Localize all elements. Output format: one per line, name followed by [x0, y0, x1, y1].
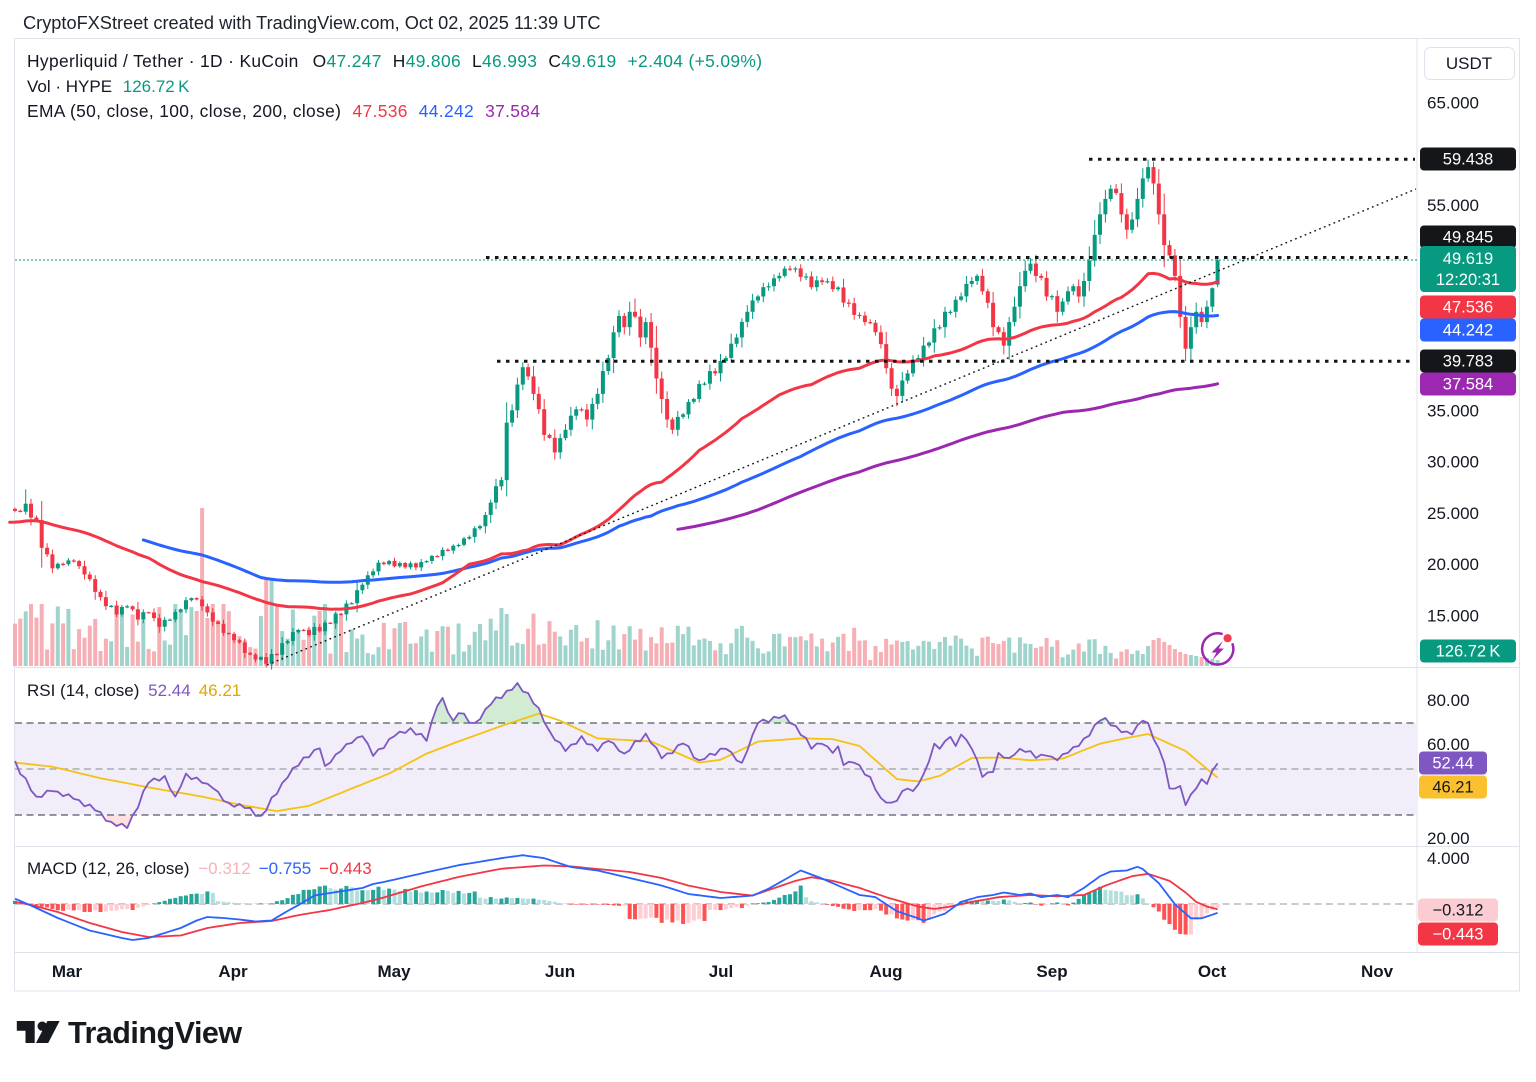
svg-text:USDT: USDT: [1446, 54, 1492, 73]
svg-text:35.000: 35.000: [1427, 401, 1479, 420]
svg-text:Sep: Sep: [1036, 962, 1067, 981]
svg-text:126.72 K: 126.72 K: [1436, 643, 1501, 661]
svg-text:Apr: Apr: [218, 962, 248, 981]
svg-text:Jul: Jul: [709, 962, 734, 981]
svg-text:4.000: 4.000: [1427, 849, 1470, 868]
svg-text:CryptoFXStreet created with Tr: CryptoFXStreet created with TradingView.…: [23, 13, 601, 33]
svg-text:Vol · HYPE 126.72 K: Vol · HYPE 126.72 K: [27, 77, 190, 96]
svg-text:−0.443: −0.443: [1433, 926, 1484, 944]
svg-text:−0.312: −0.312: [1433, 902, 1484, 920]
svg-text:47.536: 47.536: [1443, 299, 1493, 317]
svg-text:15.000: 15.000: [1427, 607, 1479, 626]
svg-text:37.584: 37.584: [1443, 376, 1493, 394]
svg-text:46.21: 46.21: [1432, 779, 1473, 797]
svg-text:May: May: [377, 962, 411, 981]
svg-text:39.783: 39.783: [1443, 353, 1493, 371]
svg-text:20.00: 20.00: [1427, 829, 1470, 848]
svg-text:Jun: Jun: [545, 962, 575, 981]
svg-text:Mar: Mar: [52, 962, 83, 981]
svg-text:TradingView: TradingView: [68, 1016, 242, 1050]
svg-text:65.000: 65.000: [1427, 94, 1479, 113]
svg-text:12:20:31: 12:20:31: [1436, 271, 1500, 289]
svg-text:30.000: 30.000: [1427, 453, 1479, 472]
svg-text:Nov: Nov: [1361, 962, 1394, 981]
svg-text:20.000: 20.000: [1427, 555, 1479, 574]
svg-text:EMA (50, close, 100, close, 20: EMA (50, close, 100, close, 200, close) …: [27, 101, 540, 121]
svg-text:60.00: 60.00: [1427, 735, 1470, 754]
svg-text:Hyperliquid / Tether · 1D · Ku: Hyperliquid / Tether · 1D · KuCoin O47.24…: [27, 51, 762, 71]
svg-text:52.44: 52.44: [1432, 755, 1473, 773]
svg-text:80.00: 80.00: [1427, 691, 1470, 710]
svg-text:49.845: 49.845: [1443, 229, 1493, 247]
svg-text:44.242: 44.242: [1443, 322, 1493, 340]
svg-text:Aug: Aug: [869, 962, 902, 981]
svg-text:Oct: Oct: [1198, 962, 1227, 981]
svg-text:MACD (12, 26, close) −0.312−0.: MACD (12, 26, close) −0.312 −0.755 −0.443: [27, 859, 372, 878]
svg-text:25.000: 25.000: [1427, 504, 1479, 523]
svg-text:59.438: 59.438: [1443, 151, 1493, 169]
svg-text:55.000: 55.000: [1427, 196, 1479, 215]
svg-text:49.619: 49.619: [1443, 250, 1493, 268]
